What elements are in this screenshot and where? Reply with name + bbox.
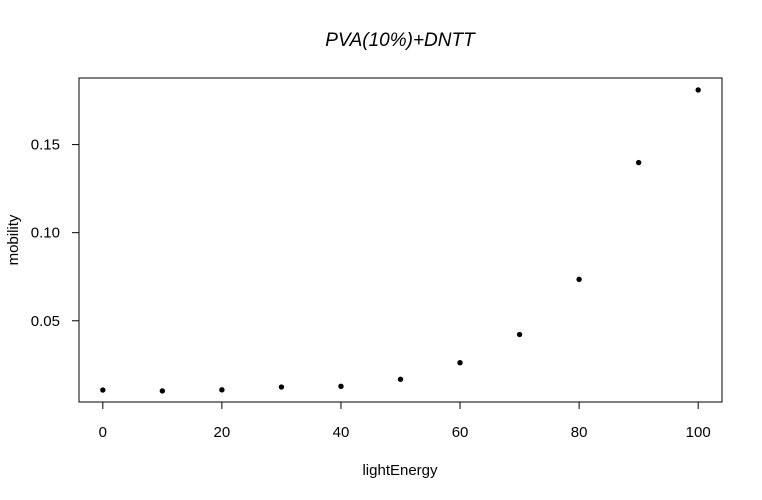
- x-tick-label: 100: [686, 424, 711, 441]
- x-axis-label: lightEnergy: [362, 462, 438, 479]
- data-point: [159, 388, 166, 394]
- data-point: [100, 387, 106, 393]
- y-tick-label: 0.05: [31, 313, 60, 330]
- data-point: [278, 384, 285, 390]
- data-point: [397, 376, 404, 382]
- y-tick-label: 0.10: [31, 225, 60, 242]
- data-point: [576, 276, 582, 283]
- y-axis-label: mobility: [5, 214, 22, 265]
- y-axis: 0.05 0.10 0.15: [31, 137, 80, 330]
- x-tick-label: 0: [99, 424, 107, 441]
- x-tick-label: 80: [571, 424, 588, 441]
- data-point: [516, 331, 523, 338]
- y-tick-label: 0.15: [31, 137, 60, 154]
- plot-frame: [78, 77, 723, 403]
- x-tick-label: 60: [452, 424, 469, 441]
- data-point: [219, 387, 225, 393]
- x-tick-label: 20: [214, 424, 231, 441]
- chart-title: PVA(10%)+DNTT: [325, 30, 476, 51]
- data-point: [457, 360, 463, 366]
- data-points: [100, 87, 701, 394]
- data-point: [695, 87, 701, 93]
- data-point: [635, 159, 642, 166]
- x-axis: 0 20 40 60 80 100: [99, 401, 711, 441]
- data-point: [338, 383, 344, 390]
- x-tick-label: 40: [333, 424, 350, 441]
